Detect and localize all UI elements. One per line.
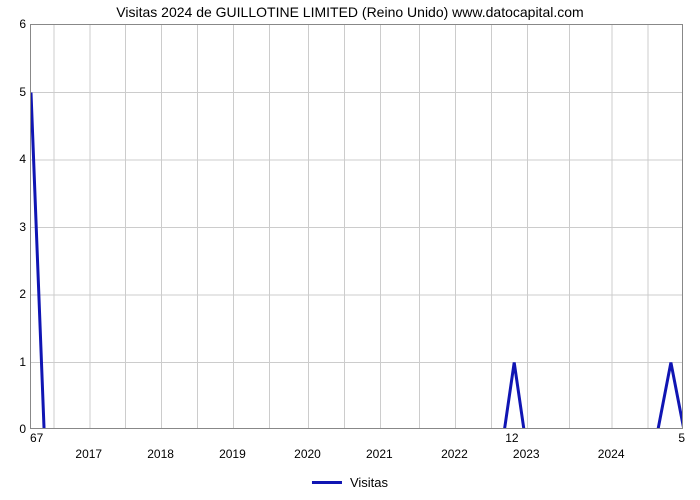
x-tick-label: 2018 (136, 447, 186, 461)
y-tick-label: 5 (6, 85, 26, 99)
x-tick-label: 2020 (283, 447, 333, 461)
y-tick-label: 3 (6, 220, 26, 234)
x-tick-label: 2017 (64, 447, 114, 461)
value-callout: 67 (30, 431, 43, 445)
y-tick-label: 1 (6, 355, 26, 369)
value-callout: 12 (505, 431, 518, 445)
legend: Visitas (312, 475, 388, 490)
x-tick-label: 2023 (501, 447, 551, 461)
legend-swatch (312, 481, 342, 484)
gridlines (31, 25, 682, 428)
y-tick-label: 0 (6, 422, 26, 436)
legend-label: Visitas (350, 475, 388, 490)
visits-series (31, 93, 682, 429)
x-tick-label: 2019 (207, 447, 257, 461)
y-tick-label: 4 (6, 152, 26, 166)
y-tick-label: 2 (6, 287, 26, 301)
x-tick-label: 2024 (586, 447, 636, 461)
chart-title: Visitas 2024 de GUILLOTINE LIMITED (Rein… (0, 4, 700, 20)
value-callout: 5 (678, 431, 685, 445)
plot-area (30, 24, 683, 429)
plot-svg (31, 25, 682, 428)
x-tick-label: 2021 (354, 447, 404, 461)
y-tick-label: 6 (6, 17, 26, 31)
x-tick-label: 2022 (429, 447, 479, 461)
